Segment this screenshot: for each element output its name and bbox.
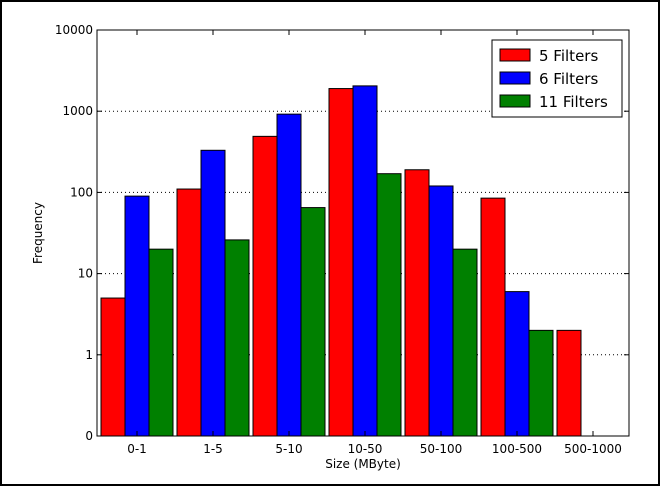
bar-5-filters	[328, 88, 354, 437]
legend-swatch	[499, 48, 531, 62]
x-axis-ticks: 0-1 1-5 5-10 10-50 50-100 100-500 500-1000	[127, 30, 622, 456]
bar-11-filters	[224, 239, 250, 437]
bar-11-filters	[528, 329, 554, 437]
x-tick-label: 500-1000	[564, 442, 622, 456]
bar-5-filters	[176, 188, 202, 437]
bar-6-filters	[200, 149, 226, 437]
y-tick-label: 100	[70, 185, 93, 199]
x-tick-label: 1-5	[203, 442, 223, 456]
bar-11-filters	[376, 173, 402, 437]
y-tick-label: 1	[85, 348, 93, 362]
x-tick-label: 0-1	[127, 442, 147, 456]
bar-11-filters	[300, 207, 326, 437]
bar-6-filters	[276, 113, 302, 437]
y-tick-label: 10	[78, 267, 93, 281]
y-tick-label: 10000	[55, 23, 93, 37]
x-tick-label: 100-500	[492, 442, 542, 456]
bar-5-filters	[556, 329, 582, 437]
legend: 5 Filters 6 Filters 11 Filters	[491, 39, 623, 118]
y-axis-ticks: 0 1 10 100 1000 10000	[55, 23, 629, 443]
x-tick-label: 10-50	[348, 442, 383, 456]
legend-swatch	[499, 94, 531, 108]
x-tick-label: 50-100	[420, 442, 463, 456]
plot-area-border	[96, 29, 630, 437]
y-tick-label: 1000	[62, 104, 93, 118]
bar-6-filters	[124, 195, 150, 437]
bar-6-filters	[428, 185, 454, 437]
bar-11-filters	[148, 248, 174, 437]
legend-label: 6 Filters	[539, 70, 598, 88]
bar-5-filters	[480, 197, 506, 437]
x-axis-label: Size (MByte)	[325, 457, 401, 471]
bar-6-filters	[352, 85, 378, 437]
bar-5-filters	[252, 135, 278, 437]
x-tick-label: 5-10	[275, 442, 302, 456]
legend-label: 5 Filters	[539, 47, 598, 65]
y-tick-label: 0	[85, 429, 93, 443]
y-axis-label: Frequency	[31, 202, 45, 264]
bar-5-filters	[100, 297, 126, 437]
bar-5-filters	[404, 169, 430, 437]
bar-6-filters	[504, 291, 530, 437]
bars	[100, 85, 582, 437]
legend-swatch	[499, 71, 531, 85]
bar-11-filters	[452, 248, 478, 437]
legend-label: 11 Filters	[539, 93, 608, 111]
